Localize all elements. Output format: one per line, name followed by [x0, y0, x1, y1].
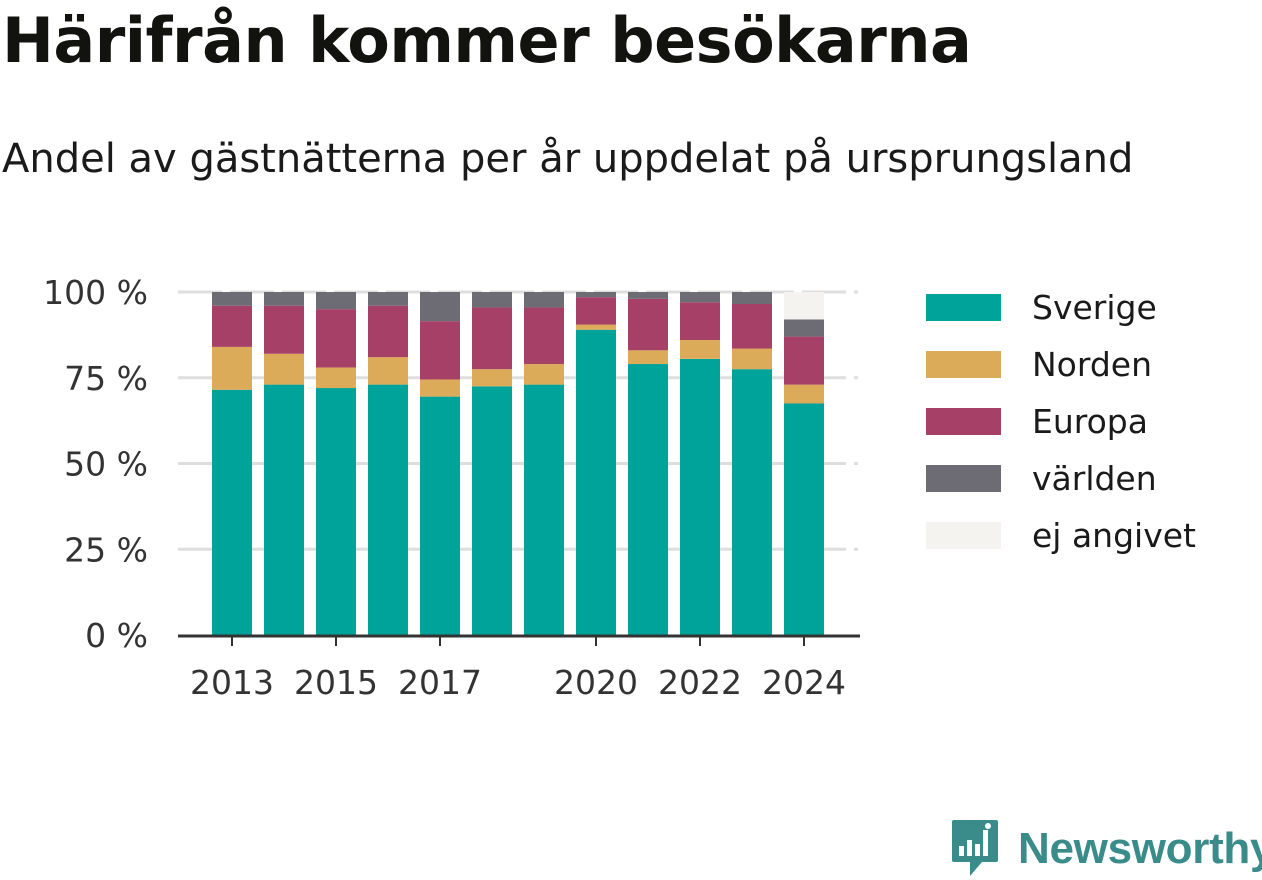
- bar-segment: [784, 384, 824, 404]
- bar-segment: [524, 307, 564, 365]
- newsworthy-branding: Newsworthy: [950, 818, 1262, 880]
- bar-segment: [420, 396, 460, 635]
- bar-stack: [472, 292, 512, 635]
- legend-item: världen: [926, 450, 1196, 507]
- bar-stack: [420, 292, 460, 635]
- bar-segment: [784, 403, 824, 635]
- bar-segment: [524, 364, 564, 385]
- bar-segment: [680, 340, 720, 359]
- x-tick-label: 2022: [658, 663, 742, 702]
- legend-label: ej angivet: [1032, 516, 1196, 555]
- legend-item: ej angivet: [926, 507, 1196, 564]
- x-tick-label: 2024: [762, 663, 846, 702]
- legend-swatch: [926, 408, 1001, 435]
- bar-segment: [524, 292, 564, 308]
- bar-segment: [680, 358, 720, 635]
- legend-swatch: [926, 465, 1001, 492]
- bar-segment: [732, 304, 772, 349]
- y-tick-label: 0 %: [85, 616, 148, 655]
- bar-stack: [524, 292, 564, 635]
- bar-segment: [472, 307, 512, 370]
- legend-label: världen: [1032, 459, 1157, 498]
- legend-item: Sverige: [926, 279, 1196, 336]
- bar-stack: [732, 292, 772, 635]
- newsworthy-logo-icon: [952, 820, 998, 876]
- bar-segment: [784, 319, 824, 337]
- bar-segment: [420, 321, 460, 380]
- y-tick-label: 50 %: [64, 445, 148, 484]
- bar-segment: [212, 389, 252, 635]
- bar-segment: [316, 292, 356, 310]
- bar-segment: [212, 305, 252, 347]
- bar-segment: [316, 388, 356, 635]
- legend-item: Norden: [926, 336, 1196, 393]
- x-tick-label: 2013: [190, 663, 274, 702]
- x-tick-label: 2017: [398, 663, 482, 702]
- bar-segment: [576, 324, 616, 330]
- bar-stack: [368, 292, 408, 635]
- bar-stack: [264, 292, 304, 635]
- bar-stack: [628, 292, 668, 635]
- legend-label: Norden: [1032, 345, 1153, 384]
- legend-swatch: [926, 351, 1001, 378]
- chart-title: Härifrån kommer besökarna: [2, 4, 972, 77]
- bar-segment: [576, 297, 616, 325]
- legend-swatch: [926, 294, 1001, 321]
- bar-segment: [784, 292, 824, 320]
- bar-segment: [472, 369, 512, 387]
- bar-segment: [628, 298, 668, 351]
- bar-segment: [212, 346, 252, 390]
- bar-segment: [264, 384, 304, 635]
- bar-segment: [784, 336, 824, 385]
- bar-segment: [732, 348, 772, 370]
- bar-segment: [420, 379, 460, 397]
- bar-segment: [680, 292, 720, 303]
- bar-segment: [576, 292, 616, 298]
- y-tick-label: 100 %: [43, 273, 148, 312]
- bar-segment: [264, 353, 304, 385]
- bar-segment: [472, 386, 512, 635]
- bar-segment: [368, 384, 408, 635]
- bar-segment: [264, 292, 304, 306]
- bar-segment: [524, 384, 564, 635]
- bar-segment: [472, 292, 512, 308]
- bar-segment: [212, 292, 252, 306]
- bar-segment: [368, 357, 408, 385]
- chart-legend: Sverige Norden Europa världen ej angivet: [926, 279, 1196, 564]
- bar-stack: [680, 292, 720, 635]
- bar-segment: [732, 369, 772, 635]
- axes: 0 % 25 % 50 % 75 % 100 % 2013 2015 2017 2020 2022…: [43, 273, 860, 702]
- x-tick-label: 2015: [294, 663, 378, 702]
- legend-label: Sverige: [1032, 288, 1157, 327]
- legend-item: Europa: [926, 393, 1196, 450]
- legend-label: Europa: [1032, 402, 1148, 441]
- bar-segment: [316, 309, 356, 368]
- x-tick-label: 2020: [554, 663, 638, 702]
- bar-segment: [420, 292, 460, 322]
- bar-stacks: [212, 292, 824, 635]
- bar-segment: [680, 302, 720, 341]
- bar-segment: [628, 364, 668, 635]
- bar-stack: [212, 292, 252, 635]
- bar-segment: [732, 292, 772, 305]
- bar-segment: [368, 292, 408, 306]
- bar-segment: [576, 329, 616, 635]
- y-tick-label: 75 %: [64, 359, 148, 398]
- bar-segment: [628, 350, 668, 365]
- brand-label: Newsworthy: [1018, 824, 1262, 873]
- bar-stack: [316, 292, 356, 635]
- bar-segment: [264, 305, 304, 354]
- y-tick-label: 25 %: [64, 530, 148, 569]
- bar-stack: [576, 292, 616, 635]
- bar-segment: [628, 292, 668, 299]
- legend-swatch: [926, 522, 1001, 549]
- bar-segment: [316, 367, 356, 389]
- bar-stack: [784, 292, 824, 635]
- chart-subtitle: Andel av gästnätterna per år uppdelat på…: [2, 136, 1134, 182]
- bar-segment: [368, 305, 408, 358]
